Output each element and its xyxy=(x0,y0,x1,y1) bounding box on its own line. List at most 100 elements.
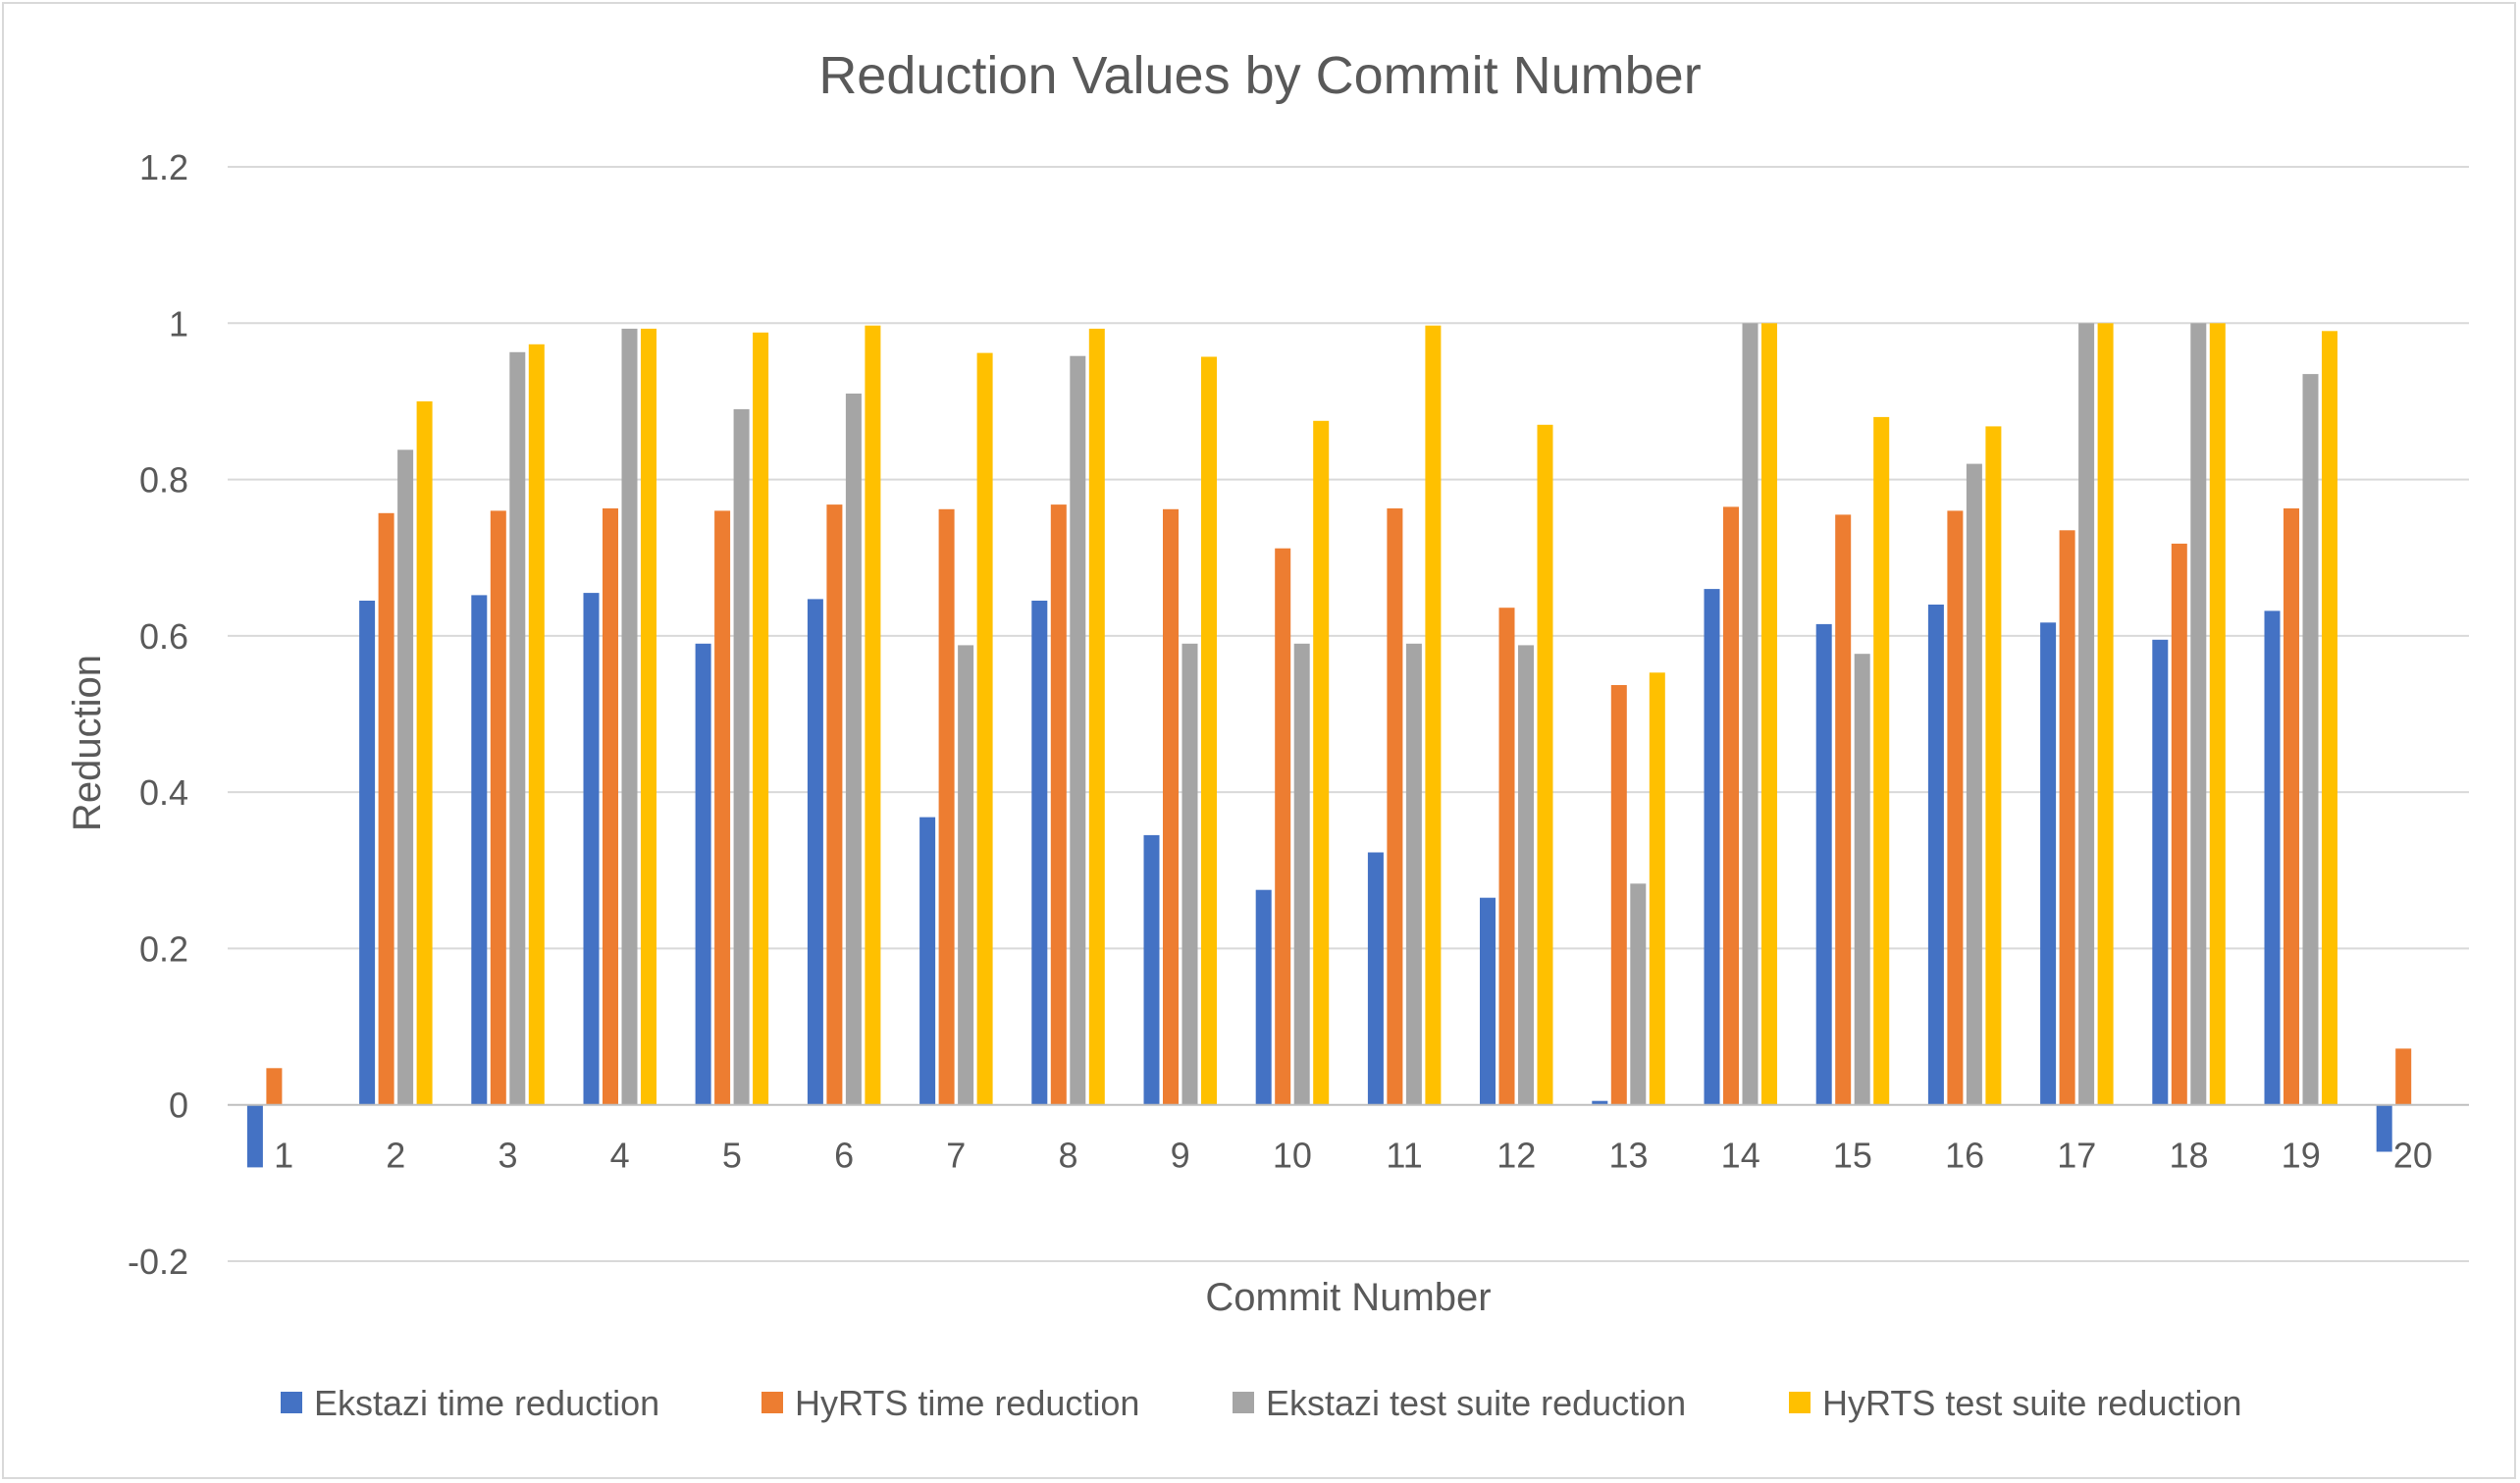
bar xyxy=(1480,897,1496,1105)
bar xyxy=(1201,356,1217,1105)
bar xyxy=(621,328,638,1105)
bar xyxy=(1630,883,1647,1105)
x-tick-label: 17 xyxy=(2057,1136,2096,1176)
y-tick-label: 0 xyxy=(169,1086,188,1126)
bar xyxy=(1367,852,1384,1105)
x-tick-label: 1 xyxy=(274,1136,293,1176)
bar xyxy=(397,450,414,1105)
bar xyxy=(1742,323,1759,1105)
bar xyxy=(378,512,394,1105)
bar xyxy=(1050,504,1067,1105)
legend-label: Ekstazi time reduction xyxy=(314,1383,659,1423)
x-tick-label: 7 xyxy=(946,1136,966,1176)
bar xyxy=(2284,508,2299,1105)
bar xyxy=(976,352,993,1105)
bar xyxy=(1947,510,1964,1105)
x-tick-label: 10 xyxy=(1273,1136,1312,1176)
y-axis-label: Reduction xyxy=(66,655,109,831)
bar xyxy=(490,510,506,1105)
bar xyxy=(1181,643,1198,1105)
bar xyxy=(528,344,545,1105)
bar xyxy=(1592,1100,1608,1105)
bar xyxy=(1387,508,1403,1105)
legend: Ekstazi time reduction HyRTS time reducti… xyxy=(281,1383,2242,1423)
y-axis-tick-labels: -0.2 0 0.2 0.4 0.6 0.8 1 1.2 xyxy=(128,147,188,1282)
legend-item: HyRTS test suite reduction xyxy=(1789,1383,2242,1423)
bar xyxy=(1723,506,1739,1105)
bar xyxy=(583,593,600,1105)
bar xyxy=(1518,645,1534,1105)
bar xyxy=(2059,530,2075,1105)
y-tick-label: 0.8 xyxy=(139,460,188,501)
legend-swatch xyxy=(761,1392,783,1413)
bar xyxy=(1163,508,1179,1105)
chart-title: Reduction Values by Commit Number xyxy=(818,46,1701,105)
bars xyxy=(246,323,2412,1168)
bar xyxy=(1761,323,1777,1105)
y-tick-label: 0.6 xyxy=(139,616,188,657)
bar xyxy=(266,1068,283,1105)
x-tick-label: 8 xyxy=(1058,1136,1077,1176)
bar xyxy=(416,400,433,1105)
y-tick-label: 0.2 xyxy=(139,928,188,969)
legend-item: Ekstazi time reduction xyxy=(281,1383,659,1423)
y-tick-label: 1.2 xyxy=(139,147,188,187)
bar xyxy=(2322,331,2337,1105)
x-tick-label: 16 xyxy=(1945,1136,1984,1176)
bar xyxy=(1854,654,1870,1105)
bar xyxy=(1088,328,1105,1105)
legend-label: Ekstazi test suite reduction xyxy=(1266,1383,1686,1423)
bar xyxy=(1313,420,1330,1105)
legend-item: Ekstazi test suite reduction xyxy=(1233,1383,1686,1423)
bar xyxy=(1704,589,1720,1105)
bar xyxy=(2040,622,2057,1105)
bar xyxy=(2302,374,2319,1105)
bar xyxy=(1405,643,1422,1105)
bar xyxy=(807,599,823,1105)
bar xyxy=(1815,623,1832,1105)
bar xyxy=(1070,355,1086,1105)
bar xyxy=(1966,463,1982,1105)
x-tick-label: 11 xyxy=(1386,1136,1422,1176)
bar xyxy=(1293,643,1310,1105)
bar xyxy=(1835,514,1852,1105)
x-tick-label: 13 xyxy=(1608,1136,1648,1176)
bar xyxy=(1927,605,1944,1105)
bar xyxy=(919,817,936,1105)
y-tick-label: 0.4 xyxy=(139,772,188,813)
bar xyxy=(938,508,955,1105)
bar xyxy=(1498,608,1515,1105)
bar xyxy=(2152,639,2169,1105)
bar xyxy=(2264,610,2281,1105)
bar xyxy=(1143,834,1160,1105)
gridlines xyxy=(228,166,2469,1262)
bar xyxy=(509,351,526,1105)
bar xyxy=(359,601,376,1105)
x-tick-label: 3 xyxy=(498,1136,517,1176)
bar xyxy=(1425,325,1442,1105)
bar xyxy=(1985,426,2002,1105)
legend-item: HyRTS time reduction xyxy=(761,1383,1139,1423)
legend-label: HyRTS test suite reduction xyxy=(1822,1383,2242,1423)
x-tick-label: 20 xyxy=(2393,1136,2433,1176)
x-tick-label: 19 xyxy=(2282,1136,2321,1176)
x-axis-tick-labels: 1 2 3 4 5 6 7 8 9 10 11 12 13 14 15 16 17 18 19 20 xyxy=(274,1136,2433,1176)
bar xyxy=(845,394,862,1105)
bar xyxy=(733,408,750,1105)
bar xyxy=(753,332,769,1105)
legend-swatch xyxy=(1789,1392,1811,1413)
bar xyxy=(826,504,843,1105)
bar xyxy=(1031,601,1048,1105)
bar xyxy=(1275,548,1291,1105)
bar xyxy=(2171,543,2187,1105)
bar xyxy=(2209,323,2226,1105)
x-tick-label: 5 xyxy=(722,1136,742,1176)
bar xyxy=(2395,1048,2412,1105)
x-tick-label: 9 xyxy=(1171,1136,1190,1176)
x-tick-label: 6 xyxy=(834,1136,854,1176)
bar xyxy=(1873,416,1890,1105)
x-tick-label: 2 xyxy=(386,1136,405,1176)
x-tick-label: 15 xyxy=(1833,1136,1872,1176)
bar xyxy=(2097,323,2114,1105)
